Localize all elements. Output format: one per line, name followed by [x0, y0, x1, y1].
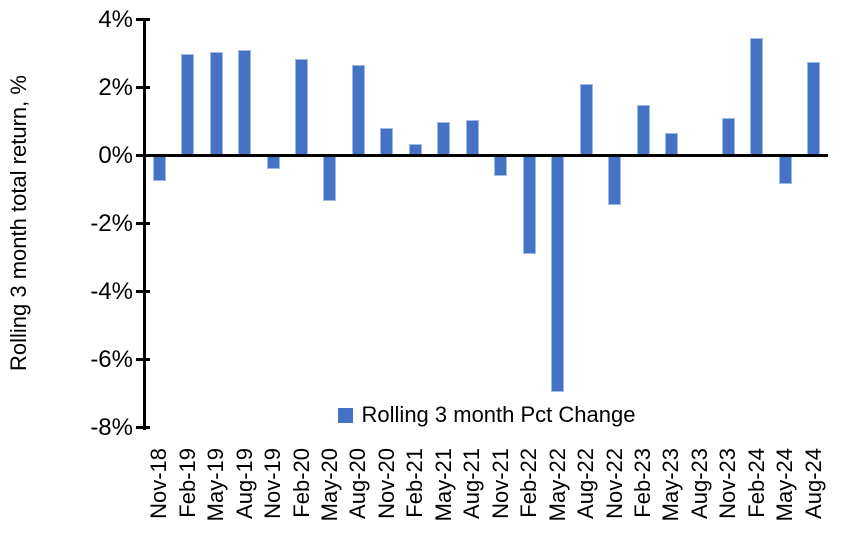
- bar: [778, 155, 792, 185]
- bar: [522, 155, 536, 255]
- y-tick-label: -2%: [90, 209, 133, 237]
- y-tick-label: 0%: [98, 141, 133, 169]
- x-tick-label: May-19: [203, 448, 229, 522]
- x-tick-label: Feb-20: [288, 448, 314, 518]
- bar: [636, 104, 650, 156]
- x-tick-label: Aug-20: [345, 448, 371, 519]
- x-tick-label: Feb-21: [402, 448, 428, 518]
- y-tick-mark: [136, 18, 150, 21]
- y-tick-mark: [136, 154, 150, 157]
- bar: [494, 155, 508, 176]
- y-tick-mark: [136, 222, 150, 225]
- x-tick-label: May-22: [544, 448, 570, 522]
- bar: [608, 155, 622, 205]
- y-tick-mark: [136, 426, 150, 429]
- bar: [351, 65, 365, 156]
- bar: [266, 155, 280, 170]
- x-tick-label: Aug-24: [800, 448, 826, 519]
- bar: [152, 155, 166, 181]
- x-tick-label: Aug-19: [231, 448, 257, 519]
- legend: Rolling 3 month Pct Change: [145, 402, 828, 428]
- legend-label: Rolling 3 month Pct Change: [361, 402, 636, 427]
- x-tick-label: Nov-19: [260, 448, 286, 519]
- x-tick-label: Nov-20: [373, 448, 399, 519]
- x-axis-zero-line: [145, 154, 828, 157]
- y-tick-label: -8%: [90, 413, 133, 441]
- y-tick-label: -6%: [90, 345, 133, 373]
- bar: [380, 128, 394, 156]
- bar: [551, 155, 565, 392]
- x-tick-label: Feb-24: [743, 448, 769, 518]
- y-tick-mark: [136, 290, 150, 293]
- y-tick-mark: [136, 86, 150, 89]
- x-tick-label: Nov-22: [601, 448, 627, 519]
- bar: [437, 121, 451, 156]
- x-tick-label: Nov-21: [487, 448, 513, 519]
- x-tick-label: Aug-22: [573, 448, 599, 519]
- bar: [238, 50, 252, 156]
- x-tick-label: Aug-21: [459, 448, 485, 519]
- x-tick-label: May-23: [658, 448, 684, 522]
- bar: [295, 58, 309, 156]
- y-axis-title: Rolling 3 month total return, %: [6, 75, 31, 371]
- x-tick-label: Nov-18: [146, 448, 172, 519]
- y-tick-label: 4%: [98, 5, 133, 33]
- x-tick-label: May-21: [430, 448, 456, 522]
- bar: [664, 133, 678, 156]
- y-tick-label: 2%: [98, 73, 133, 101]
- bar: [181, 53, 195, 156]
- y-tick-mark: [136, 358, 150, 361]
- x-tick-label: Feb-19: [174, 448, 200, 518]
- bar: [323, 155, 337, 202]
- x-tick-label: Nov-23: [715, 448, 741, 519]
- bar: [465, 119, 479, 156]
- x-tick-label: Aug-23: [686, 448, 712, 519]
- legend-swatch-icon: [337, 407, 353, 423]
- bar: [209, 51, 223, 156]
- y-tick-label: -4%: [90, 277, 133, 305]
- bar: [579, 84, 593, 156]
- bar: [807, 62, 821, 156]
- x-tick-label: May-20: [316, 448, 342, 522]
- bar: [750, 38, 764, 156]
- x-tick-label: Feb-22: [516, 448, 542, 518]
- x-tick-label: May-24: [772, 448, 798, 522]
- x-tick-label: Feb-23: [630, 448, 656, 518]
- bar: [721, 118, 735, 156]
